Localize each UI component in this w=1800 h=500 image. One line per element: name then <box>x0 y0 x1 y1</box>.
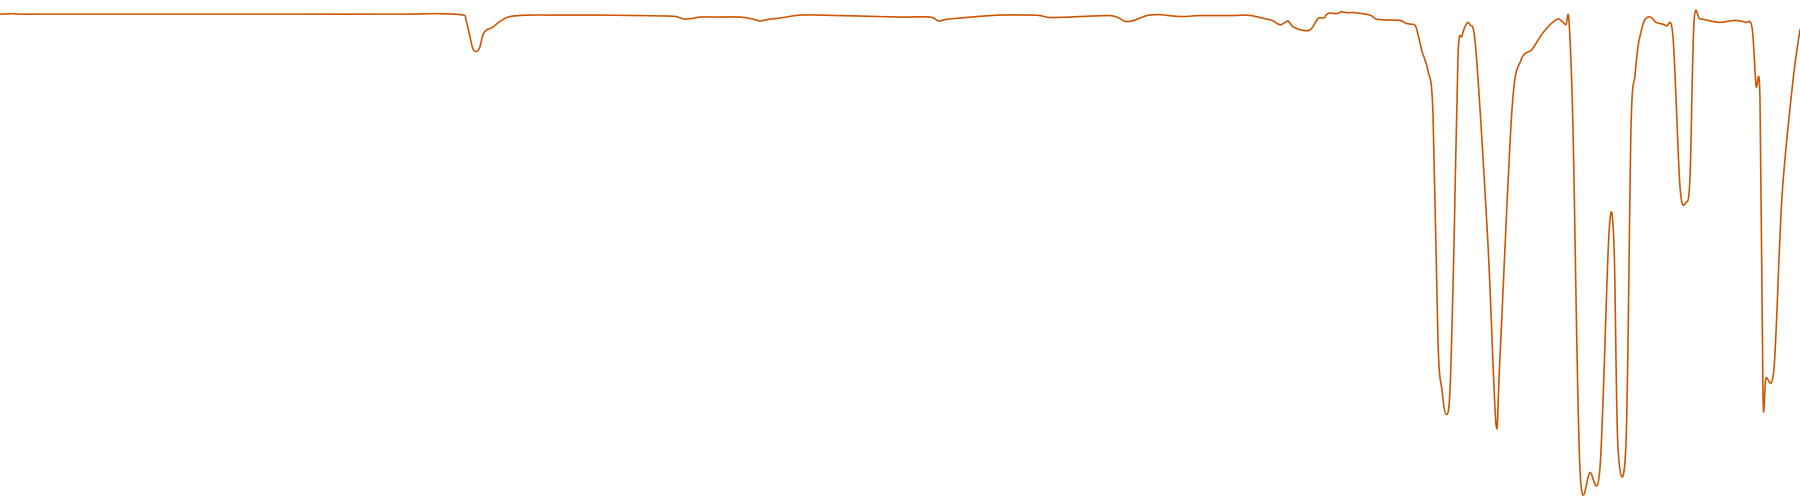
series-group <box>0 9 1800 496</box>
series-line-0 <box>0 9 1800 496</box>
